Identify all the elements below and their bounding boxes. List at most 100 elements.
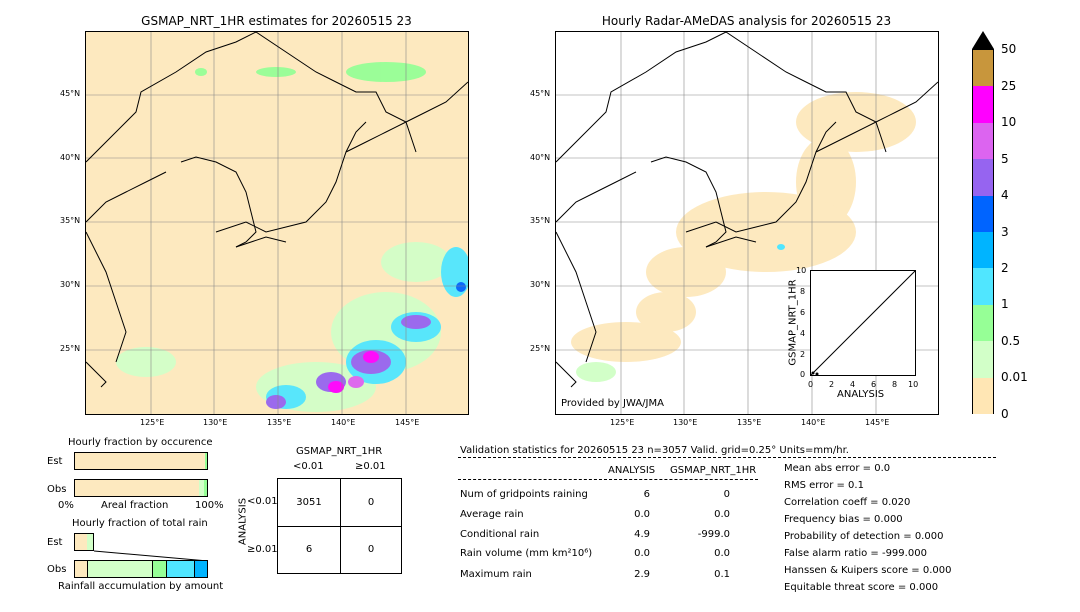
stat-row-gsmap: -999.0	[697, 529, 730, 540]
validation-col-gsmap: GSMAP_NRT_1HR	[670, 465, 757, 476]
accum-connector	[94, 550, 208, 562]
axis-mid-label: Areal fraction	[101, 500, 169, 511]
left-lon-label: 140°E	[331, 418, 356, 427]
stat-row-gsmap: 0.0	[714, 509, 730, 520]
contingency-col2: ≥0.01	[355, 461, 386, 472]
right-lon-label: 145°E	[865, 418, 890, 427]
colorbar-label: 25	[1001, 79, 1017, 93]
stat-row-analysis: 6	[643, 489, 650, 500]
obs-label: Obs	[47, 484, 67, 495]
colorbar-swatch	[973, 377, 993, 414]
right-lon-label: 130°E	[673, 418, 698, 427]
left-lat-label: 40°N	[60, 153, 81, 162]
axis-left-label: 0%	[58, 500, 74, 511]
colorbar-label: 50	[1001, 42, 1017, 56]
total-rain-title: Hourly fraction of total rain	[72, 518, 208, 529]
stat-row-label: Num of gridpoints raining	[460, 489, 588, 500]
stat-row-gsmap: 0.0	[714, 548, 730, 559]
colorbar-label: 0.5	[1001, 334, 1021, 348]
inset-xtick: 2	[829, 380, 835, 389]
colorbar-label: 5	[1001, 152, 1009, 166]
obs-occurrence-bar	[74, 479, 208, 497]
inset-ylabel: GSMAP_NRT_1HR	[787, 279, 799, 366]
score-line: Hanssen & Kuipers score = 0.000	[784, 565, 952, 576]
colorbar-swatch	[973, 195, 993, 232]
score-line: Frequency bias = 0.000	[784, 514, 903, 525]
inset-xtick: 6	[871, 380, 877, 389]
stat-row-label: Conditional rain	[460, 529, 540, 540]
stat-row-gsmap: 0.1	[714, 569, 730, 580]
contingency-row1: <0.01	[247, 496, 278, 507]
inset-scatter	[810, 270, 916, 376]
axis-right-label: 100%	[195, 500, 224, 511]
inset-xtick: 8	[892, 380, 898, 389]
stat-row-label: Average rain	[460, 509, 524, 520]
colorbar-swatch	[973, 268, 993, 305]
contingency-cell: 0	[367, 544, 375, 555]
right-lat-label: 45°N	[530, 89, 551, 98]
inset-ytick: 8	[800, 287, 806, 296]
left-lat-label: 35°N	[60, 216, 81, 225]
left-lon-label: 130°E	[203, 418, 228, 427]
left-lat-label: 25°N	[60, 344, 81, 353]
left-lon-label: 135°E	[267, 418, 292, 427]
validation-divider-mid	[458, 479, 758, 480]
colorbar-label: 0	[1001, 407, 1009, 421]
contingency-col1: <0.01	[293, 461, 324, 472]
contingency-col-header: GSMAP_NRT_1HR	[296, 446, 383, 457]
colorbar-label: 4	[1001, 188, 1009, 202]
colorbar	[972, 49, 994, 414]
inset-diagonal	[810, 270, 916, 376]
stat-row-analysis: 0.0	[634, 509, 650, 520]
score-line: Mean abs error = 0.0	[784, 463, 891, 474]
inset-ytick: 2	[800, 350, 806, 359]
stat-row-analysis: 4.9	[634, 529, 650, 540]
stat-row-gsmap: 0	[723, 489, 730, 500]
est-total-bar	[74, 533, 94, 551]
colorbar-swatch	[973, 159, 993, 196]
inset-xtick: 10	[908, 380, 919, 389]
score-line: Equitable threat score = 0.000	[784, 582, 939, 593]
occurrence-title: Hourly fraction by occurence	[68, 437, 213, 448]
score-line: RMS error = 0.1	[784, 480, 864, 491]
colorbar-swatch	[973, 50, 993, 87]
left-map-title: GSMAP_NRT_1HR estimates for 20260515 23	[141, 14, 412, 28]
contingency-row2: ≥0.01	[247, 544, 278, 555]
right-map-title: Hourly Radar-AMeDAS analysis for 2026051…	[601, 14, 892, 28]
validation-divider-top	[458, 457, 996, 458]
left-map-canvas	[86, 32, 468, 414]
est-label: Est	[47, 456, 63, 467]
colorbar-label: 3	[1001, 225, 1009, 239]
score-line: Probability of detection = 0.000	[784, 531, 944, 542]
score-line: Correlation coeff = 0.020	[784, 497, 911, 508]
obs-label-2: Obs	[47, 564, 67, 575]
colorbar-swatch	[973, 86, 993, 123]
inset-ytick: 4	[800, 329, 806, 338]
obs-total-bar	[74, 560, 208, 578]
colorbar-label: 10	[1001, 115, 1017, 129]
left-lat-label: 30°N	[60, 280, 81, 289]
inset-xlabel: ANALYSIS	[837, 389, 885, 400]
colorbar-swatch	[973, 341, 993, 378]
inset-ytick: 10	[796, 266, 807, 275]
colorbar-label: 1	[1001, 297, 1009, 311]
right-lat-label: 35°N	[530, 216, 551, 225]
inset-xtick: 4	[850, 380, 856, 389]
contingency-table: 3051 0 6 0	[277, 478, 402, 574]
right-map-canvas	[556, 32, 938, 414]
score-line: False alarm ratio = -999.000	[784, 548, 927, 559]
right-lon-label: 135°E	[737, 418, 762, 427]
validation-header: Validation statistics for 20260515 23 n=…	[460, 445, 849, 456]
est-occurrence-bar	[74, 452, 208, 470]
colorbar-swatch	[973, 231, 993, 269]
inset-ytick: 6	[800, 308, 806, 317]
colorbar-label: 0.01	[1001, 370, 1028, 384]
left-lat-label: 45°N	[60, 89, 81, 98]
colorbar-label: 2	[1001, 261, 1009, 275]
left-map	[85, 31, 469, 415]
stat-row-label: Rain volume (mm km²10⁶)	[460, 548, 593, 559]
accumulation-label: Rainfall accumulation by amount	[58, 581, 224, 592]
right-lat-label: 40°N	[530, 153, 551, 162]
contingency-cell: 3051	[296, 497, 322, 508]
colorbar-swatch	[973, 122, 993, 160]
